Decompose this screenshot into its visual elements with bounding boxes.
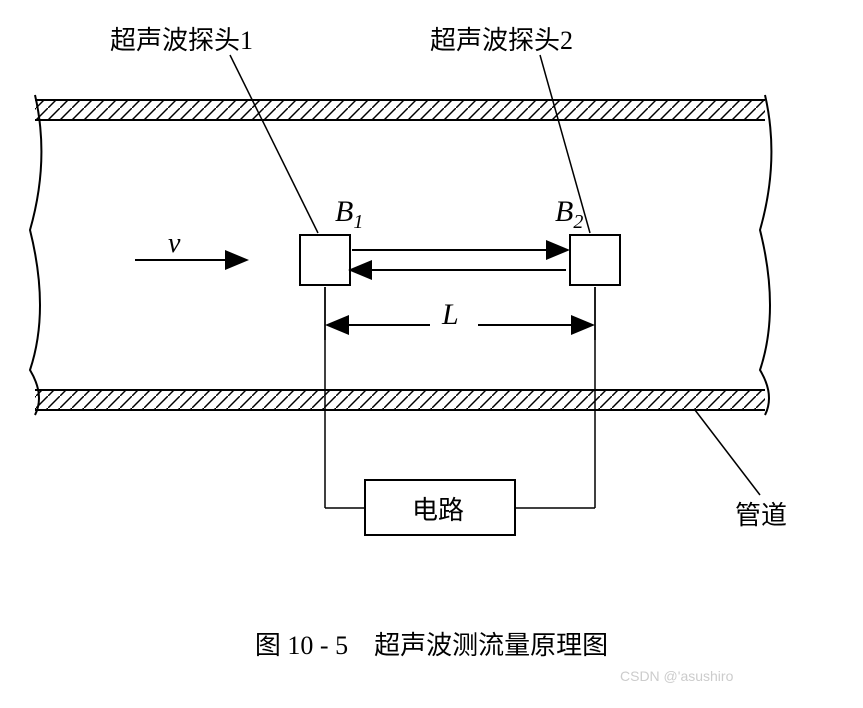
diagram-container: 超声波探头1 超声波探头2 B1 B2 v L 电路 管道 图 10 - 5 超…: [0, 0, 863, 708]
watermark: CSDN @'asushiro: [620, 668, 733, 684]
b1-label: B1: [335, 195, 363, 234]
pipe-bottom-wall: [35, 390, 765, 410]
figure-caption: 图 10 - 5 超声波测流量原理图: [0, 625, 863, 662]
circuit-label: 电路: [412, 490, 464, 527]
b2-label: B2: [555, 195, 583, 234]
probe-b2: [570, 235, 620, 285]
pipe-top-wall: [35, 100, 765, 120]
pipe-label: 管道: [735, 495, 787, 532]
probe2-label: 超声波探头2: [430, 20, 573, 57]
pipe-right-break: [760, 95, 771, 415]
length-label: L: [442, 298, 459, 332]
probe-b1: [300, 235, 350, 285]
pipe-left-break: [30, 95, 41, 415]
leader-probe1: [230, 55, 318, 233]
leader-pipe: [695, 410, 760, 495]
probe1-label: 超声波探头1: [110, 20, 253, 57]
velocity-label: v: [168, 228, 180, 260]
diagram-svg: [0, 0, 863, 708]
